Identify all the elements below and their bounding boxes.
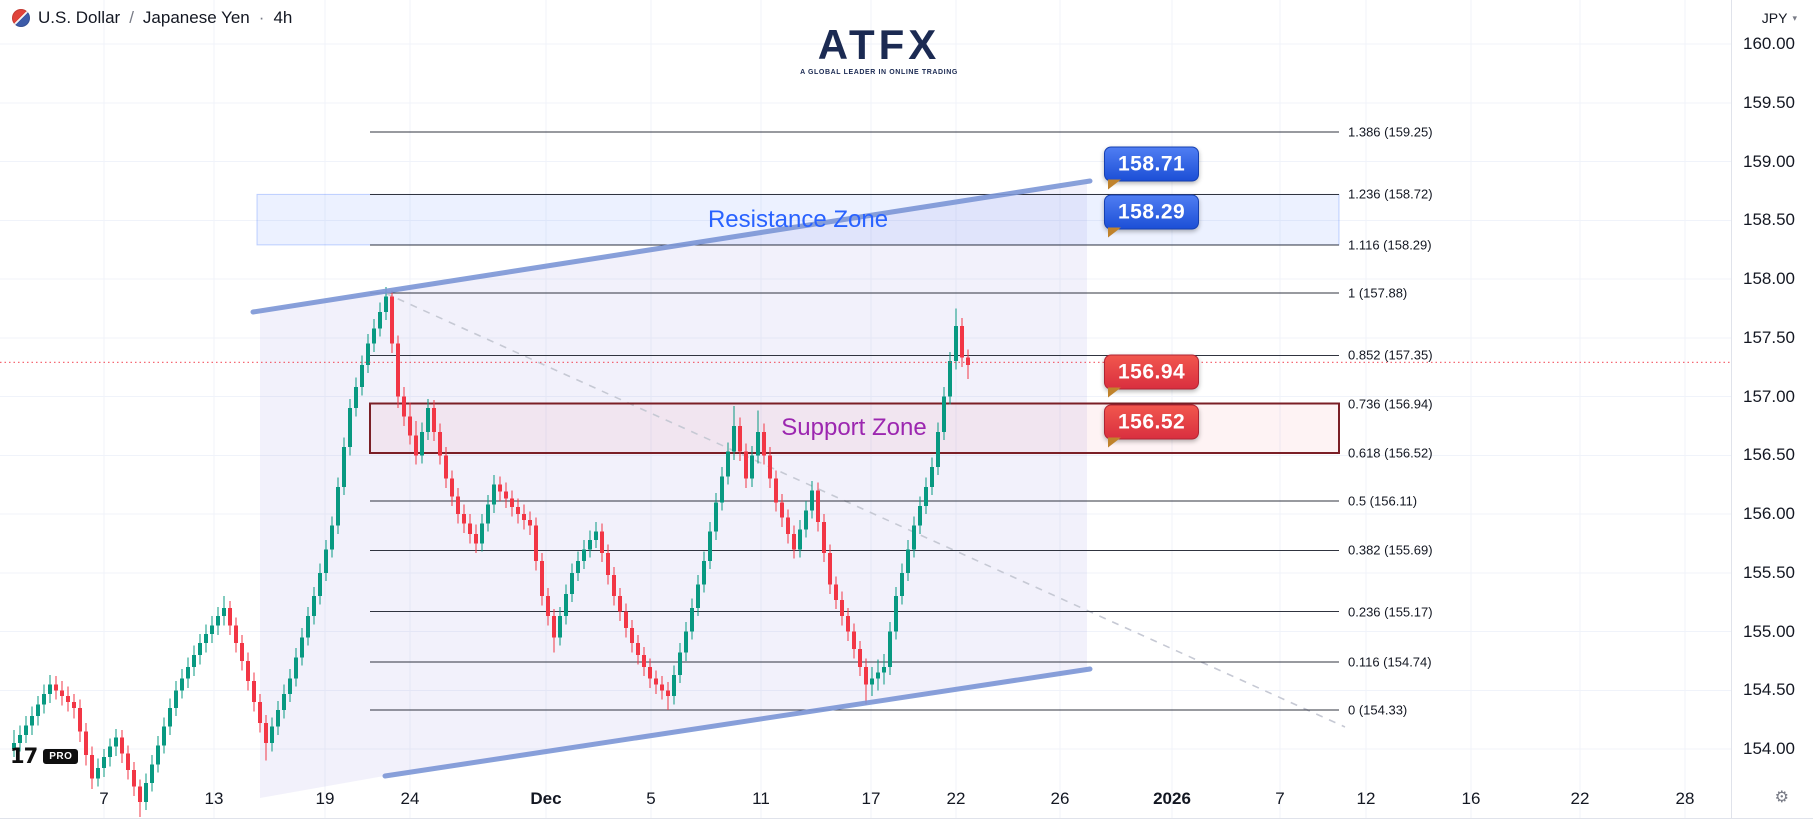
fib-level-label: 0.852 (157.35) — [1348, 347, 1433, 363]
price-axis-label: 156.50 — [1743, 445, 1795, 465]
drawings-under — [256, 183, 1346, 798]
price-axis-label: 159.00 — [1743, 151, 1795, 171]
pro-badge: PRO — [43, 748, 79, 764]
time-axis-label: 22 — [1570, 789, 1590, 808]
price-level-badge[interactable]: 158.71 — [1104, 146, 1200, 190]
fib-level-label: 0.736 (156.94) — [1348, 396, 1433, 412]
symbol-dot: · — [258, 8, 265, 27]
price-axis-label: 154.00 — [1743, 739, 1795, 758]
channel-upper-line — [250, 178, 1093, 315]
time-axis-label: 19 — [315, 789, 335, 808]
price-axis-label: 157.50 — [1743, 327, 1795, 347]
time-axis-label: 28 — [1675, 789, 1695, 808]
settings-gear-icon[interactable]: ⚙︎ — [1774, 789, 1789, 806]
fib-level-label: 0.618 (156.52) — [1348, 445, 1433, 461]
fib-level-label: 0.382 (155.69) — [1348, 542, 1433, 558]
symbol-header[interactable]: U.S. Dollar / Japanese Yen · 4h — [12, 8, 292, 28]
fib-lines — [369, 131, 1340, 711]
time-axis-label: Dec — [530, 789, 562, 808]
drawings-over — [0, 178, 1731, 779]
fib-level-label: 1 (157.88) — [1348, 285, 1408, 301]
fib-level-label: 1.236 (158.72) — [1348, 186, 1433, 202]
currency-label: JPY — [1761, 10, 1788, 26]
channel-lower-line — [382, 666, 1093, 779]
price-level-badge[interactable]: 158.29 — [1104, 194, 1200, 238]
price-axis-label: 156.00 — [1743, 504, 1795, 523]
time-axis-label: 12 — [1356, 789, 1376, 808]
price-axis-label: 155.50 — [1743, 562, 1795, 582]
price-axis-separator — [1731, 0, 1732, 818]
price-axis-label: 157.00 — [1743, 386, 1795, 406]
time-axis-label: 17 — [861, 789, 881, 808]
price-axis-label: 160.00 — [1743, 34, 1795, 53]
symbol-separator: / — [129, 8, 134, 27]
time-axis-label: 7 — [99, 789, 109, 808]
time-axis-label: 16 — [1461, 789, 1481, 808]
tradingview-logo-icon: 17 — [10, 744, 38, 768]
atfx-logo-tagline: A GLOBAL LEADER IN ONLINE TRADING — [800, 69, 958, 76]
price-axis-label: 159.50 — [1743, 92, 1795, 112]
time-axis-label: 11 — [752, 789, 770, 808]
fib-level-label: 0.236 (155.17) — [1348, 604, 1433, 619]
candles — [12, 287, 970, 818]
symbol-quote: Japanese Yen — [142, 8, 250, 27]
time-axis-label: 7 — [1275, 789, 1285, 808]
chevron-down-icon: ▾ — [1792, 12, 1797, 23]
time-axis-label: 22 — [946, 789, 966, 808]
fib-level-label: 1.386 (159.25) — [1348, 124, 1433, 140]
support-zone-label[interactable]: Support Zone — [781, 414, 927, 441]
atfx-logo-text: ATFX — [817, 21, 941, 68]
time-axis-label: 13 — [204, 789, 224, 808]
time-axis-label: 2026 — [1153, 789, 1191, 808]
atfx-logo: ATFX A GLOBAL LEADER IN ONLINE TRADING — [800, 21, 958, 77]
fib-level-label: 0.116 (154.74) — [1348, 654, 1432, 670]
time-axis-label: 26 — [1050, 789, 1070, 808]
fib-level-label: 1.116 (158.29) — [1348, 237, 1432, 253]
price-axis-label: 155.00 — [1743, 621, 1795, 641]
tradingview-watermark[interactable]: 17 PRO — [10, 744, 79, 768]
price-axis-label: 158.00 — [1743, 269, 1795, 288]
timeframe-label: 4h — [273, 8, 293, 27]
price-axis-label: 158.50 — [1743, 210, 1795, 230]
price-level-badge[interactable]: 156.52 — [1104, 404, 1200, 448]
fib-level-label: 0 (154.33) — [1348, 702, 1408, 718]
currency-selector[interactable]: JPY ▾ — [1758, 8, 1801, 28]
symbol-base: U.S. Dollar — [38, 8, 121, 27]
price-axis-label: 154.50 — [1743, 680, 1795, 700]
resistance-zone-label[interactable]: Resistance Zone — [707, 206, 889, 233]
symbol-flag-icon — [12, 9, 30, 27]
time-axis-label: 24 — [400, 789, 420, 808]
time-axis-separator — [0, 818, 1813, 819]
price-level-badge[interactable]: 156.94 — [1104, 354, 1200, 398]
fib-level-label: 0.5 (156.11) — [1348, 493, 1418, 509]
time-axis-label: 5 — [646, 789, 656, 808]
